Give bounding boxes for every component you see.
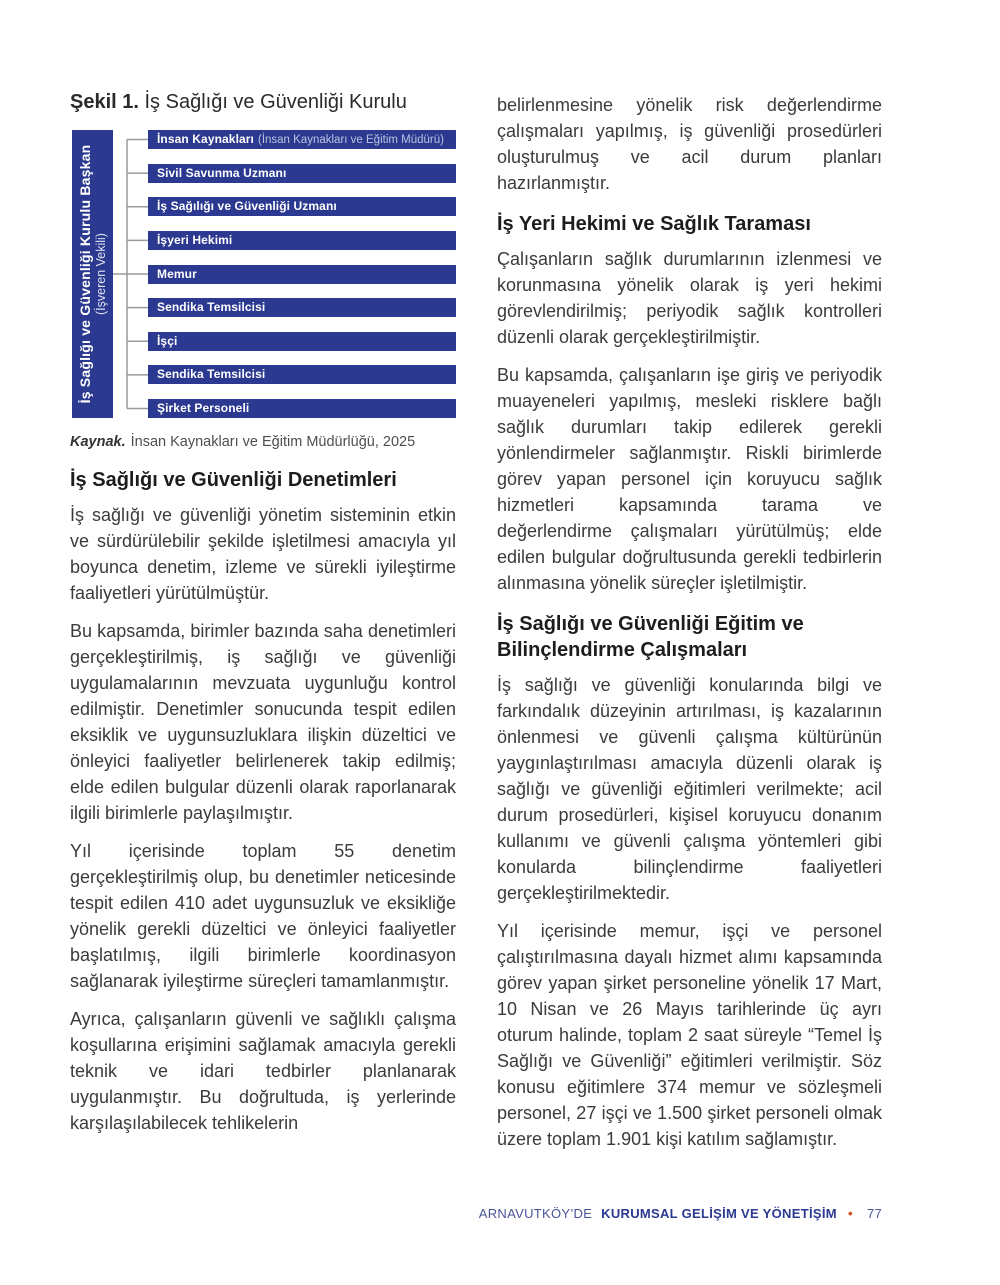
member-title: İnsan Kaynakları (157, 132, 254, 146)
member-title: Memur (157, 266, 197, 281)
figure-source: Kaynak. İnsan Kaynakları ve Eğitim Müdürl… (70, 432, 456, 452)
paragraph: İş sağlığı ve güvenliği yönetim sistemin… (70, 505, 456, 603)
right-column: belirlenmesine yönelik risk değerlendirm… (497, 92, 882, 1164)
org-member-bar: İş Sağılığı ve Güvenliği Uzmanı (148, 197, 456, 217)
connector-lines-icon (113, 138, 148, 410)
org-member-bar: İşçi (148, 331, 456, 351)
footer-chapter-title: KURUMSAL GELİŞİM VE YÖNETİŞİM (601, 1206, 837, 1221)
member-title: İşyeri Hekimi (157, 232, 233, 247)
paragraph: Bu kapsamda, birimler bazında saha denet… (70, 621, 456, 823)
org-root-title: İş Sağlığı ve Güvenliği Kurulu Başkan (77, 144, 93, 404)
paragraph: Yıl içerisinde memur, işçi ve personel ç… (497, 921, 882, 1149)
paragraph: Bu kapsamda, çalışanların işe giriş ve p… (497, 365, 882, 593)
org-member-bar: İnsan Kaynakları (İnsan Kaynakları ve Eği… (148, 130, 456, 149)
figure-label: Şekil 1. (70, 91, 139, 113)
left-column: Şekil 1. İş Sağlığı ve Güvenliği Kurulu … (70, 90, 456, 1148)
org-root-subtitle: (İşveren Vekili) (94, 233, 108, 315)
org-chart: İş Sağlığı ve Güvenliği Kurulu Başkan (İ… (70, 130, 456, 418)
member-title: İş Sağılığı ve Güvenliği Uzmanı (157, 199, 337, 214)
member-title: İşçi (157, 333, 178, 348)
figure-title: Şekil 1. İş Sağlığı ve Güvenliği Kurulu (70, 90, 456, 114)
org-member-bar: Sendika Temsilcisi (148, 298, 456, 318)
figure-source-text: İnsan Kaynakları ve Eğitim Müdürlüğü, 20… (130, 434, 416, 450)
org-member-bar: Sendika Temsilcisi (148, 365, 456, 385)
paragraph: İş sağlığı ve güvenliği konularında bilg… (497, 675, 882, 903)
org-member-bar: İşyeri Hekimi (148, 230, 456, 250)
paragraph: Yıl içerisinde toplam 55 denetim gerçekl… (70, 841, 456, 991)
footer-book-title: ARNAVUTKÖY’DE (478, 1206, 593, 1221)
member-title: Sivil Savunma Uzmanı (157, 165, 287, 180)
paragraph: Ayrıca, çalışanların güvenli ve sağlıklı… (70, 1009, 456, 1133)
org-member-bar: Memur (148, 264, 456, 284)
org-root-label: İş Sağlığı ve Güvenliği Kurulu Başkan (İ… (72, 130, 113, 418)
page-number: 77 (866, 1206, 882, 1221)
org-member-bar: Sivil Savunma Uzmanı (148, 163, 456, 183)
figure-caption: İş Sağlığı ve Güvenliği Kurulu (144, 91, 407, 113)
member-title: Sendika Temsilcisi (157, 300, 266, 315)
org-root-bar: İş Sağlığı ve Güvenliği Kurulu Başkan (İ… (72, 130, 113, 418)
paragraph: Çalışanların sağlık durumlarının izlenme… (497, 249, 882, 347)
member-title: Şirket Personeli (157, 401, 250, 415)
page-footer: ARNAVUTKÖY’DE KURUMSAL GELİŞİM VE YÖNETİ… (0, 1205, 882, 1222)
footer-separator-dot-icon: • (847, 1205, 854, 1221)
paragraph: belirlenmesine yönelik risk değerlendirm… (497, 95, 882, 193)
member-title: Sendika Temsilcisi (157, 367, 266, 382)
member-note: (İnsan Kaynakları ve Eğitim Müdürü) (257, 134, 444, 146)
org-members: İnsan Kaynakları (İnsan Kaynakları ve Eği… (148, 130, 456, 418)
section-heading-hekimi: İş Yeri Hekimi ve Sağlık Taraması (497, 213, 811, 235)
section-heading-egitim: İş Sağlığı ve Güvenliği Eğitim ve Bilinç… (497, 613, 804, 661)
section-heading-denetimleri: İş Sağlığı ve Güvenliği Denetimleri (70, 469, 397, 491)
figure-source-label: Kaynak. (70, 434, 126, 450)
org-member-bar: Şirket Personeli (148, 399, 456, 418)
